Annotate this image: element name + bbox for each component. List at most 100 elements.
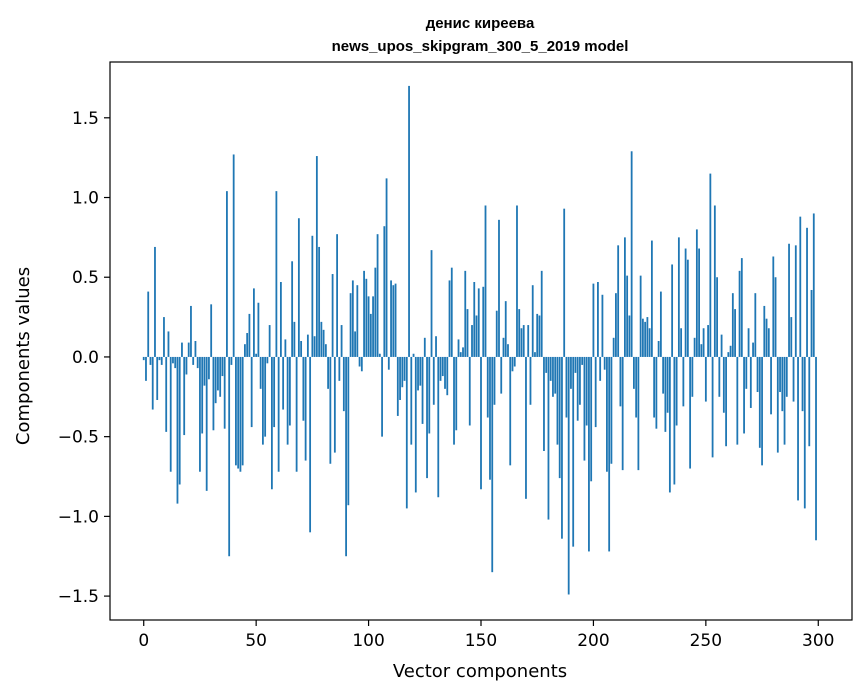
bar bbox=[369, 313, 372, 357]
bar bbox=[504, 301, 507, 357]
bar bbox=[311, 235, 314, 357]
bar bbox=[331, 274, 334, 357]
bar bbox=[441, 356, 444, 377]
bar bbox=[547, 356, 550, 520]
bar bbox=[736, 356, 739, 445]
bar bbox=[635, 356, 638, 418]
bar bbox=[491, 356, 494, 573]
bar bbox=[815, 356, 817, 541]
bar bbox=[644, 321, 647, 357]
bar bbox=[738, 270, 741, 357]
bar bbox=[208, 356, 210, 380]
bar bbox=[437, 356, 440, 498]
bar bbox=[156, 356, 159, 400]
bar bbox=[749, 356, 752, 408]
bar bbox=[284, 339, 287, 357]
bar bbox=[365, 278, 368, 357]
bar bbox=[363, 270, 365, 357]
bar bbox=[731, 293, 734, 357]
bar bbox=[300, 341, 303, 357]
bar bbox=[722, 356, 725, 413]
bar bbox=[617, 245, 620, 357]
bar bbox=[576, 356, 579, 421]
bar bbox=[545, 356, 548, 373]
bar bbox=[246, 333, 249, 357]
bar bbox=[641, 318, 644, 357]
bar bbox=[797, 356, 799, 501]
bar bbox=[226, 191, 228, 357]
bar bbox=[169, 356, 172, 472]
bar bbox=[264, 356, 267, 437]
bar bbox=[680, 328, 683, 357]
chart-subtitle: news_upos_skipgram_300_5_2019 model bbox=[332, 38, 629, 55]
bar bbox=[520, 328, 523, 357]
bar bbox=[502, 337, 505, 357]
bar bbox=[552, 356, 554, 397]
y-tick-label: −1.5 bbox=[58, 587, 99, 607]
bar bbox=[318, 246, 321, 357]
bar bbox=[376, 234, 379, 357]
bar bbox=[808, 356, 811, 447]
bar bbox=[489, 356, 491, 480]
bar bbox=[610, 356, 613, 464]
bar bbox=[574, 356, 577, 373]
bar bbox=[603, 356, 606, 370]
bar bbox=[734, 309, 736, 357]
bar bbox=[534, 352, 536, 357]
bar bbox=[761, 356, 763, 466]
bar bbox=[671, 264, 674, 357]
bar bbox=[810, 289, 813, 357]
bar bbox=[563, 208, 566, 357]
bar bbox=[549, 356, 552, 381]
bar bbox=[324, 344, 327, 357]
bar bbox=[288, 356, 291, 426]
bar bbox=[794, 245, 797, 357]
bar bbox=[158, 356, 161, 361]
bar bbox=[183, 356, 186, 436]
bar bbox=[639, 275, 642, 357]
bar bbox=[529, 356, 532, 405]
bar bbox=[788, 243, 790, 357]
bar bbox=[650, 240, 653, 357]
bar bbox=[621, 356, 624, 471]
bar bbox=[628, 315, 631, 357]
bar bbox=[435, 336, 437, 357]
bar bbox=[522, 325, 525, 357]
bar bbox=[327, 356, 329, 389]
bar bbox=[756, 356, 759, 393]
bar bbox=[259, 356, 262, 389]
bar bbox=[367, 296, 370, 357]
bar bbox=[279, 282, 282, 357]
bar bbox=[201, 356, 204, 434]
x-tick-label: 100 bbox=[352, 631, 384, 651]
bar bbox=[790, 317, 793, 357]
bar bbox=[187, 342, 190, 357]
bar bbox=[419, 356, 422, 386]
bar bbox=[624, 237, 626, 357]
bar bbox=[250, 356, 253, 428]
bar bbox=[673, 356, 676, 485]
bar bbox=[149, 356, 152, 365]
bar bbox=[455, 356, 458, 431]
x-tick-label: 250 bbox=[690, 631, 722, 651]
bar bbox=[142, 356, 145, 361]
bar bbox=[266, 356, 269, 364]
bar bbox=[698, 248, 700, 357]
chart-title: денис киреева bbox=[426, 15, 535, 32]
bar bbox=[527, 325, 530, 357]
bar bbox=[779, 356, 781, 393]
bar bbox=[360, 356, 363, 372]
bar bbox=[401, 356, 404, 388]
bar bbox=[585, 356, 588, 426]
bar bbox=[270, 356, 273, 490]
bar bbox=[390, 280, 392, 357]
bar bbox=[342, 356, 345, 412]
bar bbox=[214, 356, 217, 404]
bar bbox=[556, 356, 559, 445]
bar bbox=[570, 356, 572, 389]
bar bbox=[700, 344, 703, 357]
bar bbox=[176, 356, 179, 504]
y-tick-label: 0.5 bbox=[72, 268, 99, 288]
bar bbox=[740, 258, 743, 357]
bar bbox=[554, 356, 557, 394]
